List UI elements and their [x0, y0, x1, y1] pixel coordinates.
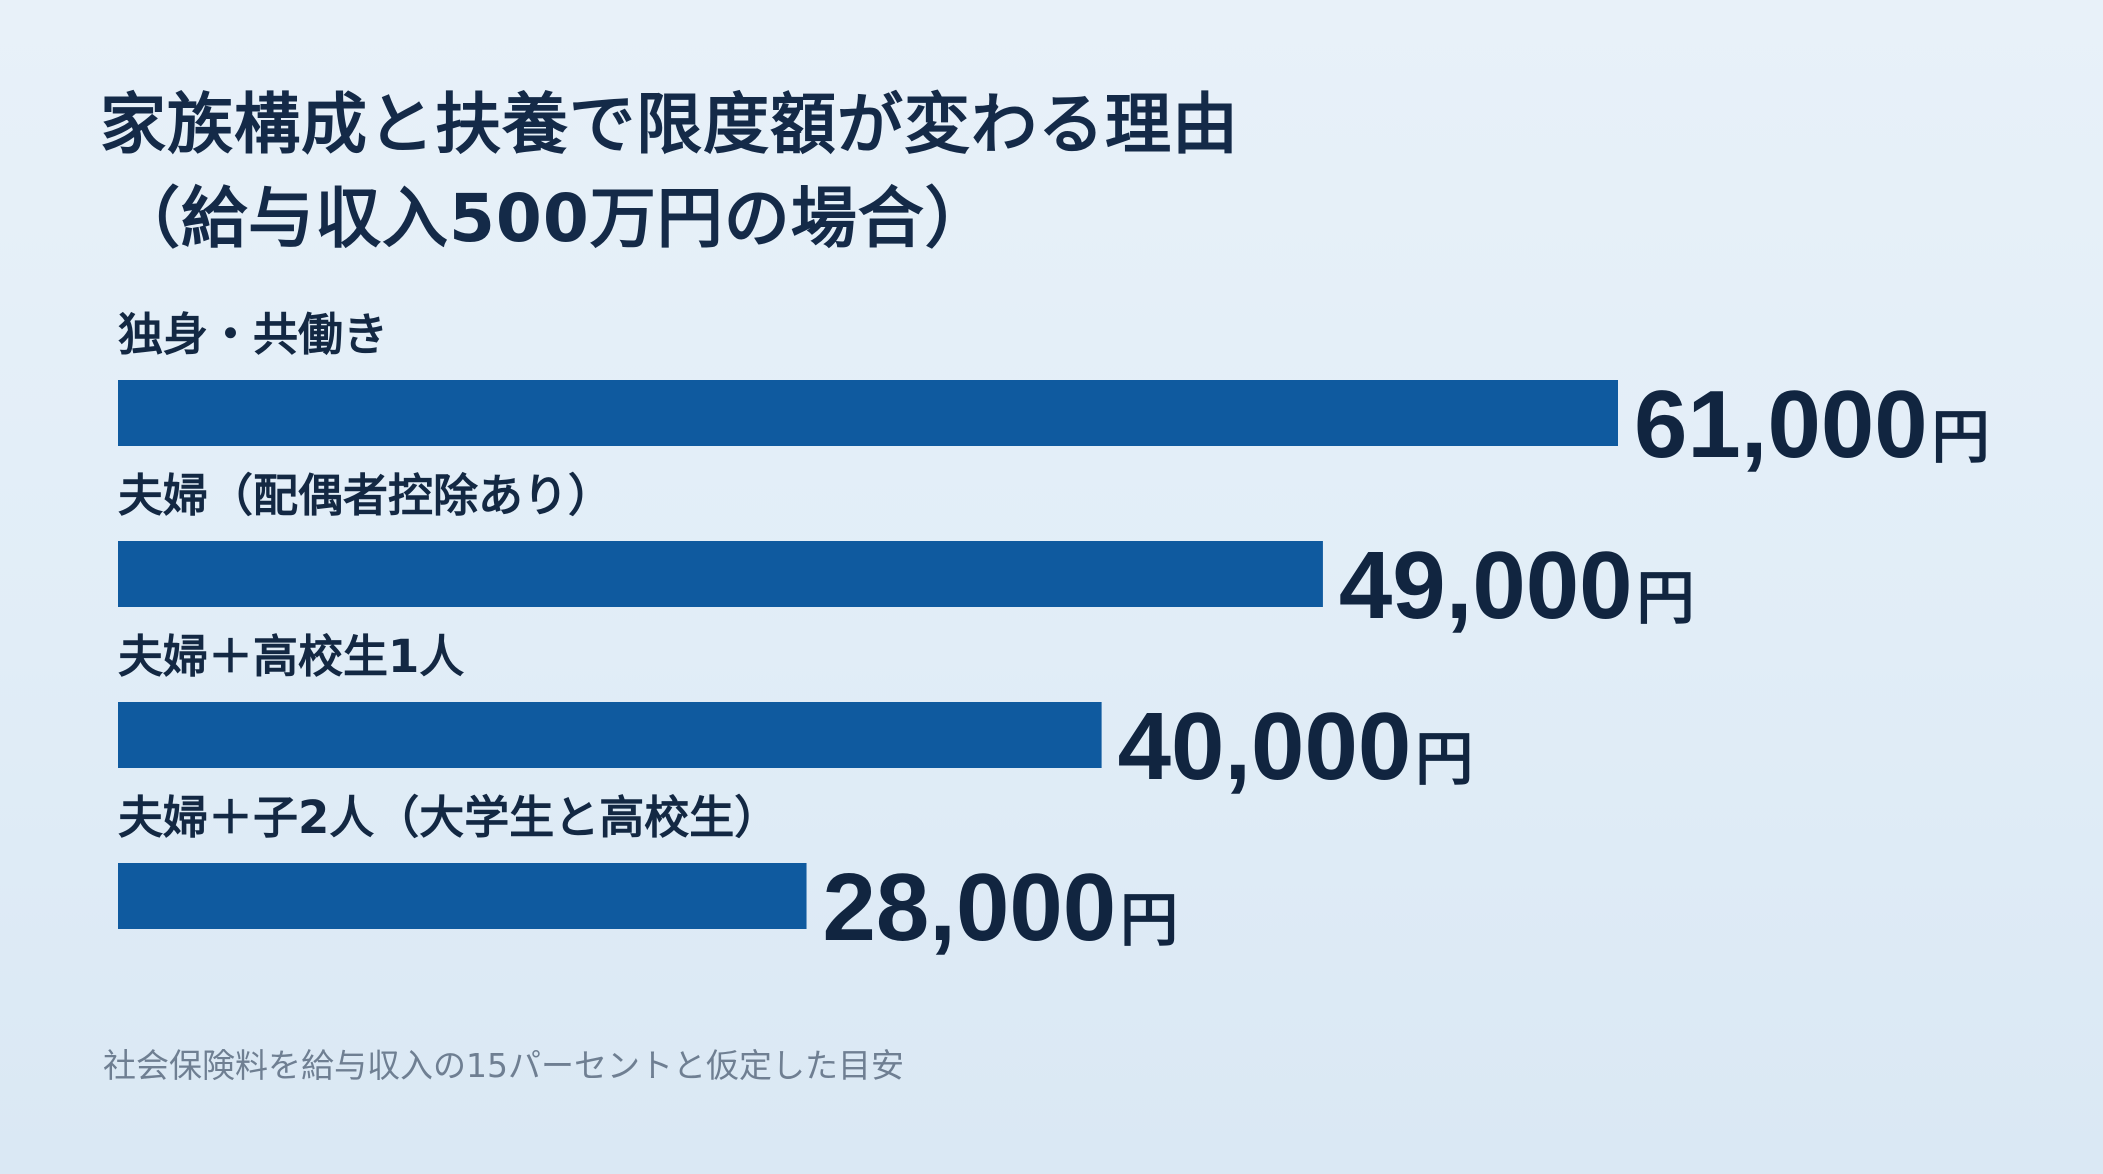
bar — [118, 380, 1618, 446]
category-label: 夫婦＋子2人（大学生と高校生） — [118, 791, 779, 844]
category-label: 独身・共働き — [118, 308, 388, 361]
data-label: 40,000円 — [1118, 693, 1474, 800]
data-label-value: 49,000 — [1339, 532, 1633, 639]
category-label: 夫婦＋高校生1人 — [118, 630, 464, 683]
data-label-unit: 円 — [1637, 564, 1695, 632]
data-label-unit: 円 — [1415, 725, 1473, 793]
footnote: 社会保険料を給与収入の15パーセントと仮定した目安 — [103, 1046, 904, 1085]
data-label-unit: 円 — [1120, 886, 1178, 954]
bar — [118, 702, 1102, 768]
chart-title: 家族構成と扶養で限度額が変わる理由 （給与収入500万円の場合） — [100, 78, 1239, 266]
category-label: 夫婦（配偶者控除あり） — [118, 469, 613, 522]
data-label: 28,000円 — [823, 854, 1179, 961]
data-label-unit: 円 — [1932, 403, 1990, 471]
data-label: 61,000円 — [1634, 371, 1990, 478]
chart-subtitle: （給与収入500万円の場合） — [114, 180, 992, 257]
bar — [118, 863, 807, 929]
data-label-value: 28,000 — [823, 854, 1117, 961]
chart-title-text: 家族構成と扶養で限度額が変わる理由 — [100, 86, 1239, 163]
data-label: 49,000円 — [1339, 532, 1695, 639]
data-label-value: 40,000 — [1118, 693, 1412, 800]
bar — [118, 541, 1323, 607]
data-label-value: 61,000 — [1634, 371, 1928, 478]
